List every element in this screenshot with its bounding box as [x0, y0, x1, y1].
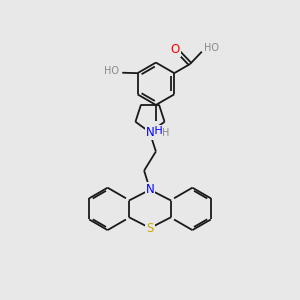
Text: H: H [162, 128, 169, 138]
Text: N: N [146, 126, 154, 139]
Text: NH: NH [147, 126, 164, 136]
Text: HO: HO [204, 43, 219, 53]
Text: O: O [171, 43, 180, 56]
Text: N: N [146, 183, 154, 196]
Text: S: S [146, 222, 154, 235]
Text: HO: HO [103, 66, 118, 76]
